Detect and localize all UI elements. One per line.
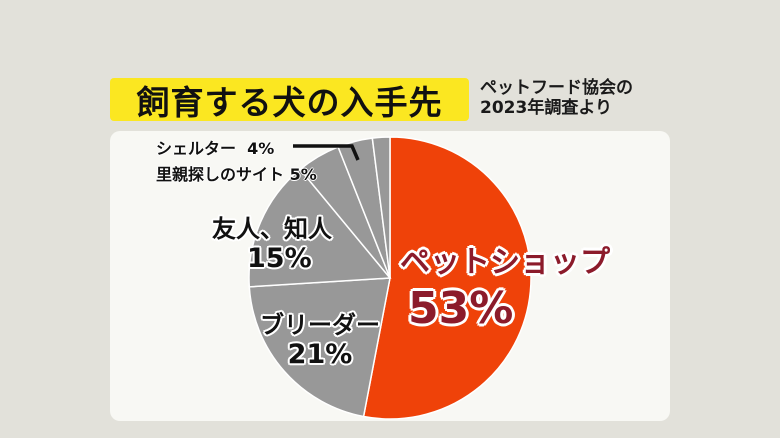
label-pet-shop-name: ペットショップ — [400, 245, 610, 280]
pie-slice — [371, 136, 391, 279]
shelter-leader-line — [293, 144, 360, 161]
label-foster-site: 里親探しのサイト 5% — [156, 161, 317, 185]
label-friends: 友人、知人 15% — [212, 214, 372, 274]
source-note: ペットフード協会の 2023年調査より — [480, 78, 633, 118]
label-foster-site-name: 里親探しのサイト — [156, 165, 285, 184]
label-breeder-value: 21% — [287, 339, 353, 370]
label-friends-name: 友人、知人 — [212, 215, 332, 243]
chart-title: 飼育する犬の入手先 — [136, 82, 443, 122]
label-pet-shop: ペットショップ 53% — [400, 244, 615, 336]
source-line-2: 2023年調査より — [480, 98, 612, 118]
label-shelter-value: 4% — [247, 139, 275, 158]
label-breeder-name: ブリーダー — [260, 311, 380, 339]
label-breeder: ブリーダー 21% — [245, 310, 395, 370]
pie-slice — [248, 168, 392, 288]
pie-slice — [248, 277, 391, 418]
source-line-1: ペットフード協会の — [480, 78, 633, 98]
title-banner: 飼育する犬の入手先 — [110, 78, 469, 122]
label-foster-site-value: 5% — [289, 165, 317, 184]
label-friends-value: 15% — [247, 243, 312, 274]
label-pet-shop-value: 53% — [408, 283, 514, 334]
label-shelter: シェルター 4% — [156, 135, 274, 159]
pie-slice — [362, 136, 532, 420]
label-shelter-name: シェルター — [156, 139, 237, 158]
